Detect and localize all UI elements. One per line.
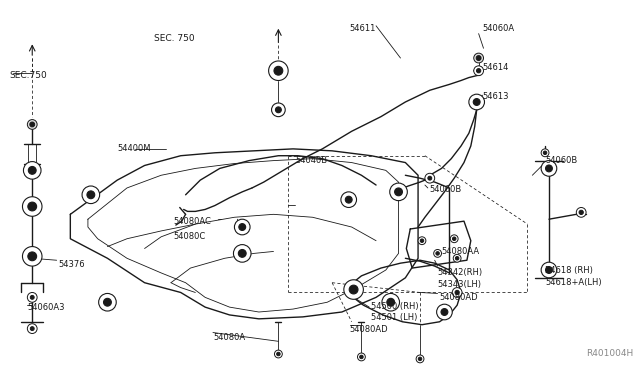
Text: 54080AC: 54080AC [174, 217, 212, 226]
Circle shape [456, 257, 459, 260]
Circle shape [474, 53, 483, 63]
Circle shape [234, 245, 251, 262]
Text: 54060B: 54060B [545, 156, 577, 165]
Text: 54060A: 54060A [483, 24, 515, 33]
Text: SEC.750: SEC.750 [10, 71, 47, 80]
Text: 54614: 54614 [483, 63, 509, 72]
Text: 54613: 54613 [483, 92, 509, 101]
Circle shape [453, 254, 461, 262]
Text: 54343(LH): 54343(LH) [438, 280, 482, 289]
Text: 54080A: 54080A [213, 333, 245, 341]
Circle shape [30, 122, 35, 127]
Circle shape [22, 247, 42, 266]
Circle shape [28, 166, 36, 174]
Circle shape [28, 252, 36, 261]
Circle shape [541, 262, 557, 278]
Circle shape [452, 288, 462, 297]
Text: 54500 (RH): 54500 (RH) [371, 302, 419, 311]
Circle shape [420, 239, 424, 243]
Text: 54060B: 54060B [430, 185, 462, 194]
Text: 54611: 54611 [349, 24, 376, 33]
Circle shape [349, 285, 358, 294]
Circle shape [344, 280, 364, 299]
Text: SEC. 750: SEC. 750 [154, 33, 195, 43]
Circle shape [87, 191, 95, 199]
Text: 54080AD: 54080AD [440, 294, 478, 302]
Circle shape [451, 235, 458, 243]
Circle shape [476, 55, 481, 61]
Circle shape [28, 324, 37, 333]
Circle shape [545, 267, 552, 273]
Circle shape [436, 251, 440, 255]
Circle shape [434, 250, 442, 257]
Circle shape [387, 298, 395, 306]
Text: 54618 (RH): 54618 (RH) [545, 266, 593, 275]
Text: 54618+A(LH): 54618+A(LH) [545, 278, 602, 287]
Text: 54080C: 54080C [174, 232, 206, 241]
Circle shape [428, 176, 432, 180]
Circle shape [269, 61, 288, 80]
Circle shape [545, 165, 552, 172]
Circle shape [30, 327, 34, 331]
Circle shape [28, 119, 37, 129]
Text: 54040B: 54040B [295, 156, 327, 165]
Circle shape [346, 196, 352, 203]
Circle shape [576, 208, 586, 217]
Circle shape [579, 210, 583, 215]
Text: 54080AA: 54080AA [442, 247, 479, 256]
Circle shape [99, 294, 116, 311]
Circle shape [419, 357, 422, 360]
Circle shape [477, 68, 481, 73]
Circle shape [234, 219, 250, 235]
Circle shape [30, 295, 34, 299]
Circle shape [271, 103, 285, 117]
Circle shape [341, 192, 356, 208]
Circle shape [382, 294, 399, 311]
Circle shape [416, 355, 424, 363]
Text: 54060A3: 54060A3 [28, 303, 65, 312]
Circle shape [274, 66, 283, 75]
Circle shape [418, 237, 426, 245]
Circle shape [276, 352, 280, 356]
Circle shape [441, 309, 448, 315]
Circle shape [543, 151, 547, 154]
Text: 54400M: 54400M [117, 144, 150, 153]
Circle shape [275, 107, 282, 113]
Circle shape [239, 224, 246, 230]
Text: 54501 (LH): 54501 (LH) [371, 313, 417, 322]
Text: 54376: 54376 [59, 260, 85, 269]
Circle shape [452, 237, 456, 241]
Circle shape [104, 298, 111, 306]
Circle shape [390, 183, 407, 201]
Circle shape [24, 161, 41, 179]
Circle shape [238, 250, 246, 257]
Circle shape [360, 355, 363, 359]
Circle shape [22, 197, 42, 216]
Text: R401004H: R401004H [586, 349, 634, 358]
Circle shape [541, 161, 557, 176]
Circle shape [275, 350, 282, 358]
Circle shape [455, 290, 460, 295]
Text: 54080AD: 54080AD [349, 325, 388, 334]
Circle shape [28, 202, 36, 211]
Circle shape [82, 186, 100, 203]
Circle shape [469, 94, 484, 110]
Text: 54342(RH): 54342(RH) [438, 268, 483, 277]
Circle shape [473, 99, 480, 105]
Circle shape [436, 304, 452, 320]
Circle shape [425, 173, 435, 183]
Circle shape [28, 292, 37, 302]
Circle shape [474, 66, 483, 76]
Circle shape [358, 353, 365, 361]
Circle shape [395, 188, 403, 196]
Circle shape [541, 149, 549, 157]
